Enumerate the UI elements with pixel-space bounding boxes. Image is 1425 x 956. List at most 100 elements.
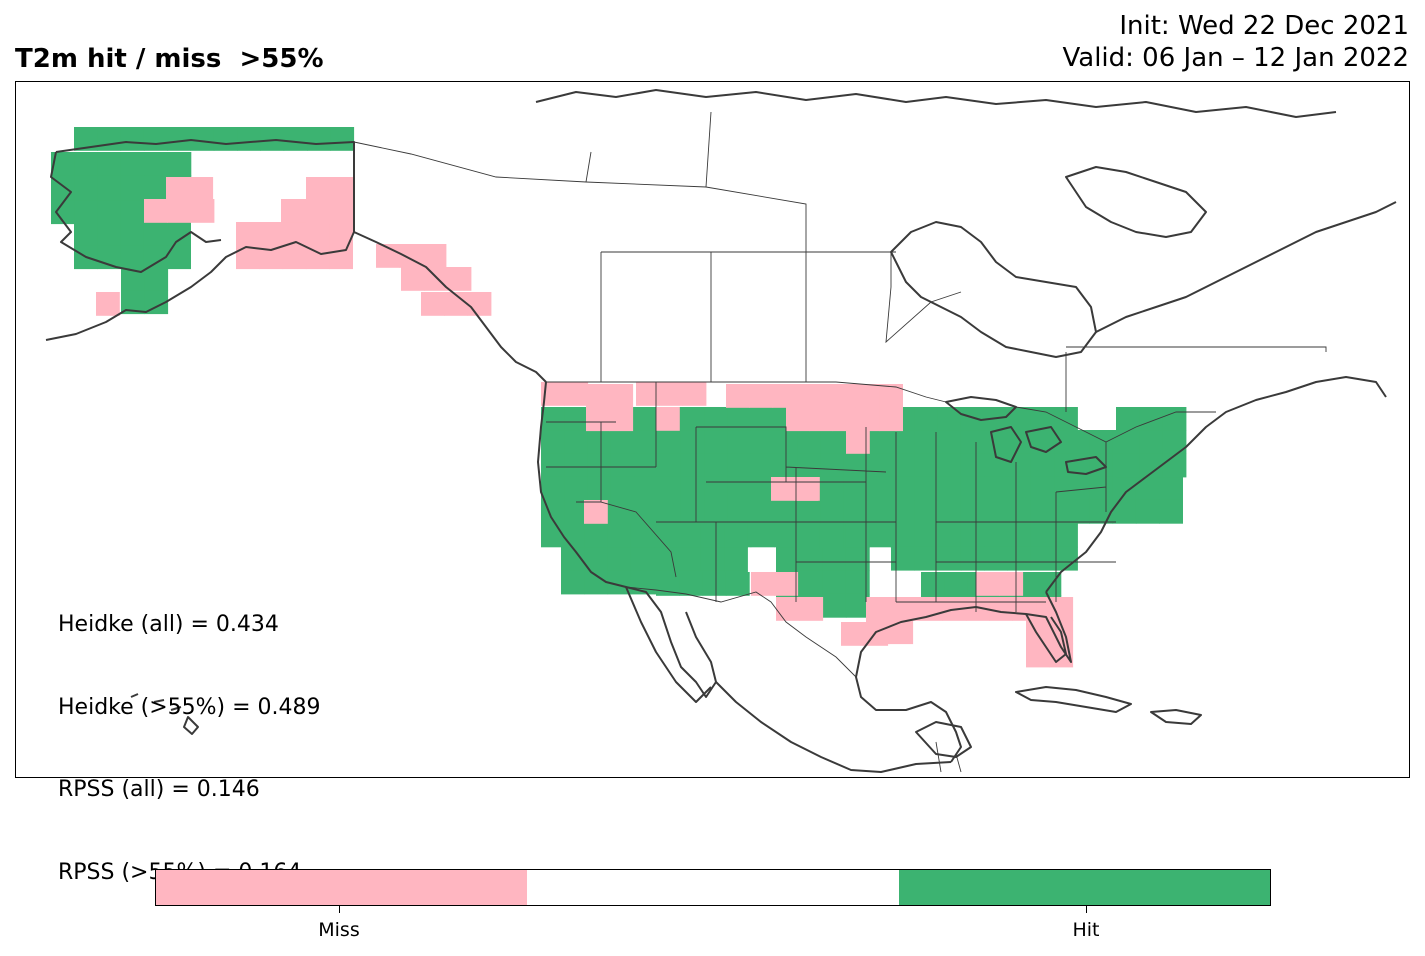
hit-cell — [1030, 453, 1055, 478]
hit-cell — [845, 524, 870, 548]
hit-cell — [167, 152, 192, 176]
florida — [1025, 613, 1067, 663]
hit-cell — [822, 593, 847, 618]
hit-cell — [914, 476, 939, 501]
hit-cell — [1116, 407, 1140, 431]
hit-cell — [937, 476, 962, 501]
hit-cell — [1007, 546, 1032, 571]
miss-cell — [609, 384, 634, 408]
hit-cell — [960, 476, 985, 501]
hit-cell — [914, 453, 939, 478]
colorbar-label-hit: Hit — [1072, 919, 1100, 941]
miss-cell — [189, 177, 214, 201]
hit-cell — [891, 453, 915, 478]
hit-cell — [167, 127, 191, 151]
hit-cell — [724, 547, 748, 572]
east-coast — [1045, 376, 1387, 593]
miss-cell — [259, 222, 284, 246]
miss-cell — [896, 597, 920, 621]
hit-cell — [867, 523, 891, 548]
hit-cell — [1054, 523, 1078, 548]
chart-title: T2m hit / miss >55% — [15, 44, 324, 74]
hit-cell — [799, 570, 824, 595]
miss-cell — [586, 407, 610, 432]
miss-cell — [846, 430, 870, 454]
hit-cell — [1030, 476, 1055, 501]
miss-cell — [329, 245, 353, 270]
hit-cell — [587, 476, 612, 501]
miss-cell — [306, 200, 330, 225]
hit-cell — [702, 572, 727, 596]
hit-cell — [680, 476, 705, 501]
hit-cell — [167, 245, 191, 270]
hit-cell — [960, 546, 985, 571]
mexico-pacific — [715, 681, 952, 773]
hudson-bay — [890, 221, 1097, 358]
hit-cell — [937, 523, 962, 548]
miss-cell — [167, 199, 192, 223]
hit-cell — [680, 407, 705, 431]
hit-cell — [564, 407, 589, 431]
hit-cell — [704, 476, 728, 501]
miss-cell — [586, 384, 610, 408]
colorbar-miss-segment — [156, 870, 528, 905]
hit-cell — [1139, 407, 1164, 431]
hit-cell — [797, 500, 822, 524]
hit-cell — [677, 547, 702, 572]
hit-cell — [587, 430, 612, 455]
hit-cell — [984, 430, 1008, 455]
hit-cell — [891, 523, 915, 548]
miss-cell — [424, 267, 449, 291]
miss-cell — [809, 407, 834, 432]
miss-cell — [796, 477, 820, 501]
miss-cell — [282, 245, 307, 270]
hit-cell — [167, 222, 191, 246]
hit-cell — [634, 476, 658, 501]
hit-cell — [891, 430, 915, 455]
hit-cell — [867, 453, 891, 478]
miss-cell — [832, 407, 857, 432]
hit-cell — [680, 500, 705, 524]
hit-cell — [914, 430, 939, 455]
hit-cell — [120, 127, 145, 151]
hit-cell — [1030, 546, 1055, 571]
hit-cell — [724, 524, 748, 548]
hit-cell — [725, 572, 750, 596]
labrador-coast — [1095, 201, 1397, 333]
hit-cell — [776, 547, 800, 572]
hit-cell — [845, 547, 870, 572]
miss-cell — [841, 622, 865, 646]
miss-cell — [96, 292, 120, 316]
hit-cell — [561, 570, 585, 595]
miss-cell — [144, 199, 168, 223]
hit-cell — [1007, 500, 1032, 524]
hit-cell — [727, 407, 752, 431]
miss-cell — [329, 200, 354, 225]
miss-cell — [776, 597, 800, 621]
hit-cell — [843, 500, 868, 524]
forecast-dates: Init: Wed 22 Dec 2021 Valid: 06 Jan – 12… — [1063, 10, 1410, 74]
miss-cell — [564, 382, 589, 406]
hit-cell — [867, 500, 891, 524]
hit-cell — [1139, 453, 1164, 478]
miss-cell — [999, 572, 1024, 596]
hit-cell — [587, 453, 612, 478]
hit-cell — [937, 430, 962, 455]
hit-cell — [914, 500, 939, 524]
hit-cell — [937, 453, 962, 478]
hit-cell — [822, 570, 847, 595]
hit-cell — [984, 523, 1008, 548]
hit-cell — [307, 127, 331, 151]
hit-cell — [937, 500, 962, 524]
miss-cell — [682, 382, 707, 406]
hit-cell — [1007, 407, 1032, 431]
hit-cell — [1135, 476, 1160, 501]
hit-cell — [727, 476, 752, 501]
hit-cell — [607, 570, 632, 595]
miss-cell — [786, 407, 810, 432]
hit-cell — [680, 453, 705, 478]
miss-cell — [832, 384, 857, 408]
miss-cell — [236, 222, 260, 246]
hit-cell — [1007, 430, 1032, 455]
north-america-map — [45, 89, 1397, 773]
